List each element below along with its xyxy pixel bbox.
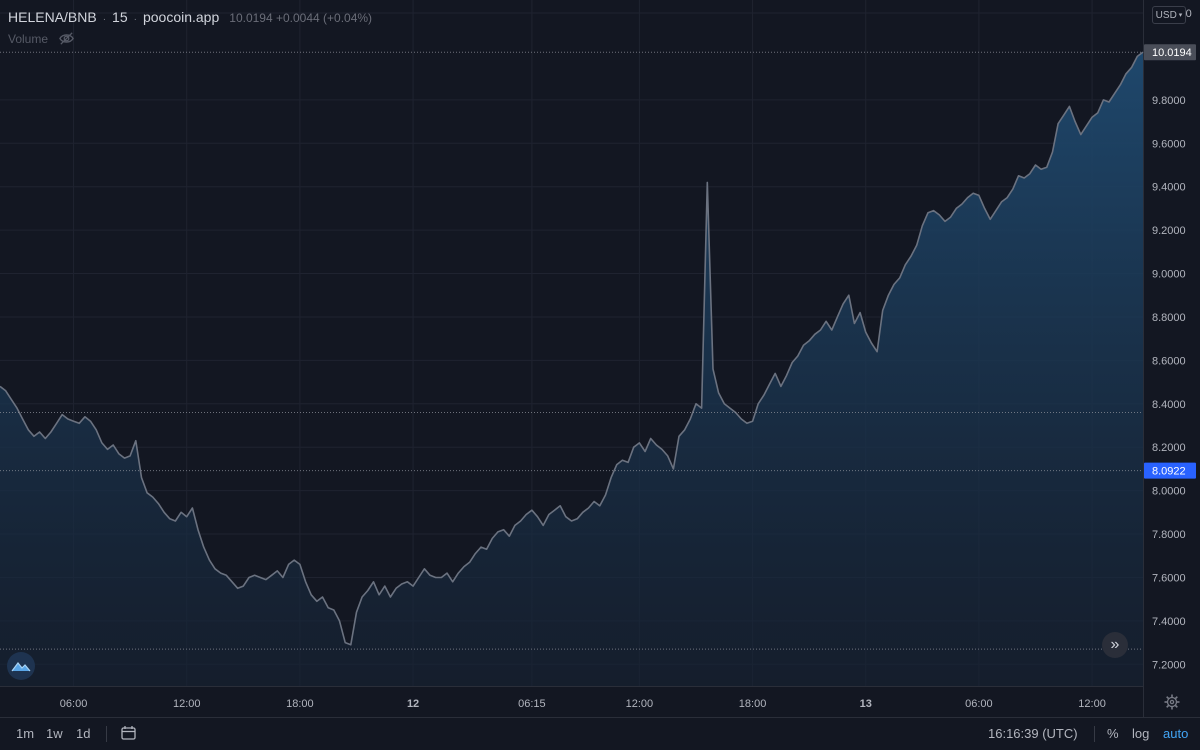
range-button-1d[interactable]: 1d — [76, 726, 91, 741]
y-tick-label: 9.8000 — [1152, 95, 1186, 107]
x-tick-label: 12:00 — [1078, 698, 1106, 710]
utc-clock[interactable]: 16:16:39 (UTC) — [988, 726, 1078, 741]
price-axis: 10.20009.80009.60009.40009.20009.00008.8… — [1144, 8, 1196, 671]
last-price-badge-bg — [1144, 44, 1196, 61]
range-button-1m[interactable]: 1m — [16, 726, 35, 741]
y-tick-label: 9.0000 — [1152, 269, 1186, 281]
price-line — [0, 51, 1144, 646]
crosshair-price-badge-bg — [1144, 462, 1196, 479]
x-tick-label: 12:00 — [626, 698, 654, 710]
y-tick-label: 8.4000 — [1152, 399, 1186, 411]
pair-label: HELENA/BNB — [8, 9, 97, 25]
legend-separator: · — [133, 14, 137, 25]
price-area — [0, 51, 1144, 687]
x-tick-label: 12:00 — [173, 698, 201, 710]
x-tick-label: 18:00 — [286, 698, 314, 710]
y-tick-label: 7.6000 — [1152, 572, 1186, 584]
quote-label: 10.0194 +0.0044 (+0.04%) — [229, 11, 373, 25]
x-tick-label: 06:00 — [60, 698, 88, 710]
symbol-legend[interactable]: HELENA/BNB · 15 · poocoin.app 10.0194 +0… — [8, 9, 372, 25]
double-chevron-right-icon: » — [1110, 636, 1120, 653]
currency-value: USD — [1155, 9, 1177, 21]
legend-separator: · — [102, 14, 107, 25]
tradingview-logo-icon[interactable] — [7, 652, 35, 680]
volume-indicator-row[interactable]: Volume — [8, 30, 75, 47]
x-tick-label: 06:15 — [518, 698, 546, 710]
currency-dropdown[interactable]: USD ▾ — [1152, 6, 1186, 24]
price-area-fill — [0, 52, 1143, 687]
last-price-badge: 10.0194 — [1152, 47, 1192, 59]
x-tick-label: 18:00 — [739, 698, 767, 710]
y-tick-label: 8.0000 — [1152, 486, 1186, 498]
y-tick-label: 9.2000 — [1152, 225, 1186, 237]
volume-label: Volume — [8, 31, 49, 46]
y-tick-label: 7.8000 — [1152, 529, 1186, 541]
y-tick-label: 8.8000 — [1152, 312, 1186, 324]
y-tick-label: 9.6000 — [1152, 138, 1186, 150]
scroll-to-realtime-button[interactable]: » — [1102, 632, 1128, 658]
log-scale-toggle[interactable]: log — [1132, 726, 1150, 741]
bottom-toolbar: 1m 1w 1d 16:16:39 (UTC) % log auto — [0, 717, 1200, 750]
time-axis: 06:00 12:00 18:00 12 06:15 12:00 18:00 13 06:00 1… — [60, 698, 1106, 710]
toolbar-divider — [106, 726, 107, 742]
toolbar-divider — [1094, 726, 1095, 742]
range-button-1w[interactable]: 1w — [46, 726, 63, 741]
x-tick-label: 06:00 — [965, 698, 993, 710]
gear-icon[interactable] — [1164, 694, 1180, 710]
crosshair-price-badge: 8.0922 — [1152, 466, 1186, 478]
x-tick-label: 13 — [860, 698, 872, 710]
y-tick-label: 8.6000 — [1152, 355, 1186, 367]
y-tick-label: 7.4000 — [1152, 616, 1186, 628]
percent-scale-toggle[interactable]: % — [1107, 726, 1119, 741]
auto-scale-toggle[interactable]: auto — [1163, 726, 1189, 741]
eye-hidden-icon[interactable] — [58, 30, 75, 47]
calendar-range-icon[interactable] — [120, 725, 138, 741]
x-tick-label: 12 — [407, 698, 419, 710]
y-tick-label: 8.2000 — [1152, 442, 1186, 454]
y-tick-label: 9.4000 — [1152, 182, 1186, 194]
y-tick-label: 7.2000 — [1152, 659, 1186, 671]
chevron-down-icon: ▾ — [1178, 12, 1183, 19]
interval-label: 15 — [112, 9, 128, 25]
source-label: poocoin.app — [142, 9, 220, 25]
